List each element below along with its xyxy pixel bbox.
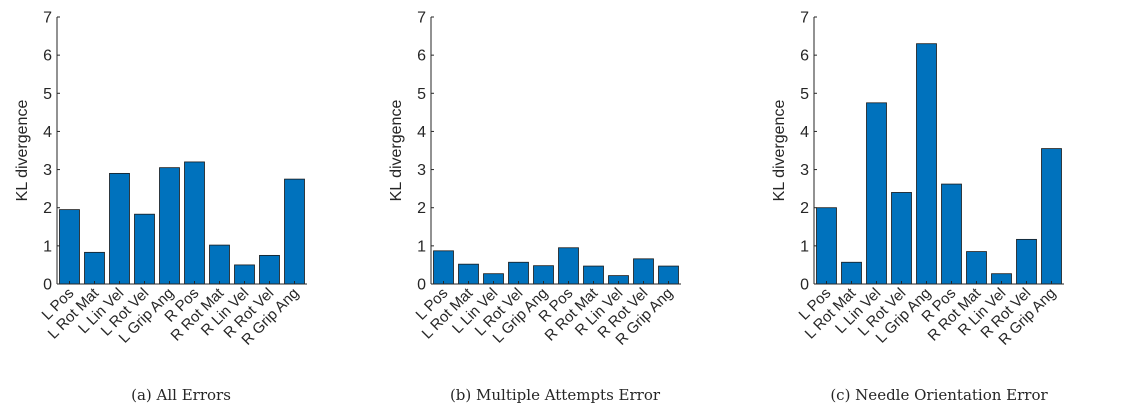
y-tick-label: 4	[43, 124, 52, 141]
y-tick-label: 4	[417, 124, 426, 141]
bar-3	[109, 172, 130, 285]
bar-6	[941, 183, 962, 285]
y-tick-label: 0	[800, 277, 809, 294]
panel-caption: (a) All Errors	[131, 386, 231, 404]
bar-6	[558, 247, 579, 285]
y-tick-label: 7	[800, 10, 809, 27]
y-tick-label: 3	[417, 162, 426, 179]
bar-5	[916, 43, 937, 285]
bar-1	[816, 207, 837, 285]
bar-1	[433, 250, 454, 285]
y-axis-title: KL divergence	[388, 100, 405, 202]
y-tick-label: 0	[417, 277, 426, 294]
bar-9	[1016, 238, 1037, 285]
y-tick-label: 7	[43, 10, 52, 27]
y-tick-label: 5	[417, 86, 426, 103]
bar-10	[1041, 148, 1062, 285]
bar-2	[84, 251, 105, 285]
bar-9	[259, 254, 280, 285]
bar-5	[159, 167, 180, 285]
panel-caption: (c) Needle Orientation Error	[830, 386, 1048, 404]
y-tick-label: 5	[800, 86, 809, 103]
y-tick-label: 5	[43, 86, 52, 103]
y-tick-label: 7	[417, 10, 426, 27]
bar-7	[209, 244, 230, 285]
bar-2	[841, 261, 862, 285]
bar-6	[184, 161, 205, 285]
y-tick-label: 6	[417, 48, 426, 65]
bar-7	[966, 251, 987, 285]
panel-caption: (b) Multiple Attempts Error	[450, 386, 661, 404]
y-tick-label: 3	[800, 162, 809, 179]
y-tick-label: 1	[800, 238, 809, 255]
y-axis-title: KL divergence	[14, 100, 31, 202]
bar-3	[866, 102, 887, 285]
bar-4	[134, 213, 155, 285]
y-tick-label: 3	[43, 162, 52, 179]
y-tick-label: 2	[417, 200, 426, 217]
y-tick-label: 6	[800, 48, 809, 65]
bar-10	[284, 178, 305, 285]
bar-4	[891, 192, 912, 285]
bar-1	[59, 209, 80, 285]
y-tick-label: 6	[43, 48, 52, 65]
y-tick-label: 4	[800, 124, 809, 141]
y-tick-label: 2	[43, 200, 52, 217]
y-axis-title: KL divergence	[771, 100, 788, 202]
bar-9	[633, 258, 654, 285]
y-tick-label: 1	[417, 238, 426, 255]
bar-4	[508, 261, 529, 285]
y-tick-label: 2	[800, 200, 809, 217]
y-tick-label: 1	[43, 238, 52, 255]
y-tick-label: 0	[43, 277, 52, 294]
